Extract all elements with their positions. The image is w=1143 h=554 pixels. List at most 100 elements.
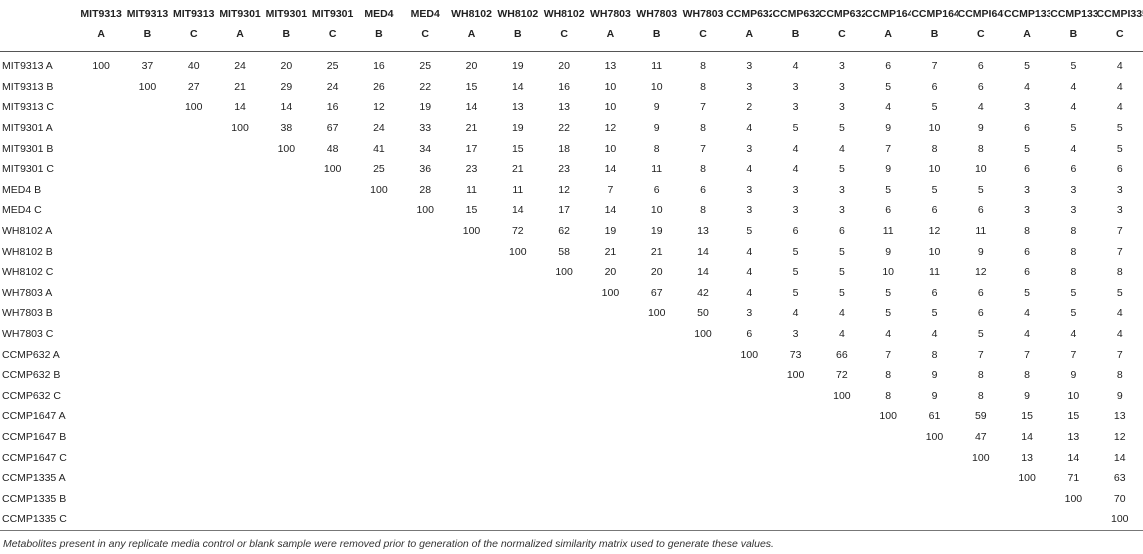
table-cell	[911, 509, 957, 530]
table-cell: 4	[838, 142, 845, 155]
table-cell	[78, 159, 124, 180]
table-cell: 9	[885, 245, 892, 258]
table-cell: 100	[1018, 472, 1036, 485]
table-cell: 13	[558, 101, 570, 114]
table-cell	[217, 427, 263, 448]
table-cell: 9	[977, 245, 984, 258]
table-cell: 5	[1024, 286, 1030, 299]
table-cell	[726, 406, 772, 427]
column-header-replicate: C	[1096, 22, 1143, 52]
table-row: WH7803 B 100 50 3 4 4 5 5 6 4 5 4	[0, 303, 1143, 324]
table-cell	[402, 386, 448, 407]
table-cell	[448, 365, 494, 386]
table-cell: 9	[1116, 389, 1123, 402]
table-cell: 14	[697, 245, 709, 258]
row-label: CCMP1647 A	[2, 410, 66, 423]
table-cell	[634, 427, 680, 448]
header-row-strain: MIT9313 MIT9313 MIT9313 MIT9301 MIT9301 MIT93…	[0, 0, 1143, 22]
row-label: WH8102 C	[2, 266, 54, 279]
table-cell	[1004, 488, 1050, 509]
table-cell: 8	[931, 348, 938, 361]
table-cell	[865, 427, 911, 448]
table-cell: 13	[511, 101, 524, 114]
table-cell: 5	[1070, 122, 1077, 135]
column-header-strain: CCMP632	[772, 7, 819, 20]
column-header-replicate: B	[124, 22, 171, 52]
table-cell: 20	[604, 266, 617, 279]
table-cell: 6	[838, 225, 845, 238]
table-cell	[448, 324, 494, 345]
table-cell: 9	[931, 369, 938, 382]
table-cell: 100	[601, 286, 620, 299]
table-cell: 3	[746, 60, 753, 73]
table-cell	[309, 283, 355, 304]
table-cell: 42	[697, 286, 709, 299]
table-cell: 3	[838, 183, 845, 196]
table-cell	[819, 488, 865, 509]
table-cell	[495, 303, 541, 324]
table-cell	[911, 468, 957, 489]
table-cell	[819, 509, 865, 530]
table-cell: 21	[511, 163, 524, 176]
table-cell: 3	[838, 101, 845, 114]
column-header-replicate: B	[263, 22, 310, 52]
column-header-replicate: C	[679, 22, 727, 52]
table-cell: 14	[280, 101, 293, 114]
table-cell	[124, 427, 170, 448]
table-cell	[772, 386, 818, 407]
table-cell	[772, 488, 818, 509]
table-cell: 3	[838, 204, 845, 217]
column-header-replicate: B	[911, 22, 958, 52]
column-header-replicate: A	[448, 22, 495, 52]
table-cell: 58	[558, 245, 570, 258]
table-row: CCMP1335 C 100	[0, 509, 1143, 530]
table-cell	[356, 303, 402, 324]
column-header-replicate: C	[957, 22, 1004, 52]
table-cell: 100	[92, 60, 110, 73]
table-cell: 7	[1116, 245, 1123, 258]
table-cell	[263, 406, 309, 427]
table-cell	[726, 427, 772, 448]
table-cell: 15	[465, 204, 478, 217]
table-cell: 3	[746, 307, 753, 320]
table-cell	[171, 138, 217, 159]
table-cell: 12	[974, 266, 987, 279]
table-cell: 8	[700, 163, 706, 176]
table-cell: 6	[1024, 163, 1030, 176]
table-cell	[587, 488, 633, 509]
table-cell: 11	[512, 183, 524, 196]
table-cell	[78, 324, 124, 345]
table-cell	[772, 509, 818, 530]
table-cell	[865, 488, 911, 509]
table-cell	[1050, 509, 1096, 530]
table-cell: 4	[1070, 80, 1077, 93]
table-cell	[124, 180, 170, 201]
table-cell: 8	[700, 204, 706, 217]
table-cell	[309, 241, 355, 262]
table-cell	[495, 406, 541, 427]
table-cell: 6	[885, 60, 892, 73]
table-cell	[171, 262, 217, 283]
header-corner	[0, 22, 78, 52]
table-cell: 20	[280, 60, 293, 73]
table-cell	[356, 447, 402, 468]
table-cell	[541, 427, 587, 448]
table-cell: 11	[882, 225, 894, 238]
column-header-strain: WH7803	[589, 7, 631, 20]
table-cell	[263, 159, 309, 180]
table-cell	[541, 324, 587, 345]
table-cell: 100	[184, 101, 203, 114]
table-cell: 28	[419, 183, 432, 196]
row-label: MIT9301 C	[2, 163, 54, 176]
table-cell	[448, 406, 494, 427]
table-cell: 3	[792, 328, 799, 341]
table-cell: 11	[929, 266, 940, 279]
table-cell: 10	[604, 80, 617, 93]
table-cell: 12	[558, 183, 570, 196]
column-header-replicate: A	[865, 22, 912, 52]
table-cell	[171, 406, 217, 427]
table-cell	[448, 468, 494, 489]
table-cell: 9	[1024, 389, 1030, 402]
table-cell: 100	[416, 204, 434, 217]
